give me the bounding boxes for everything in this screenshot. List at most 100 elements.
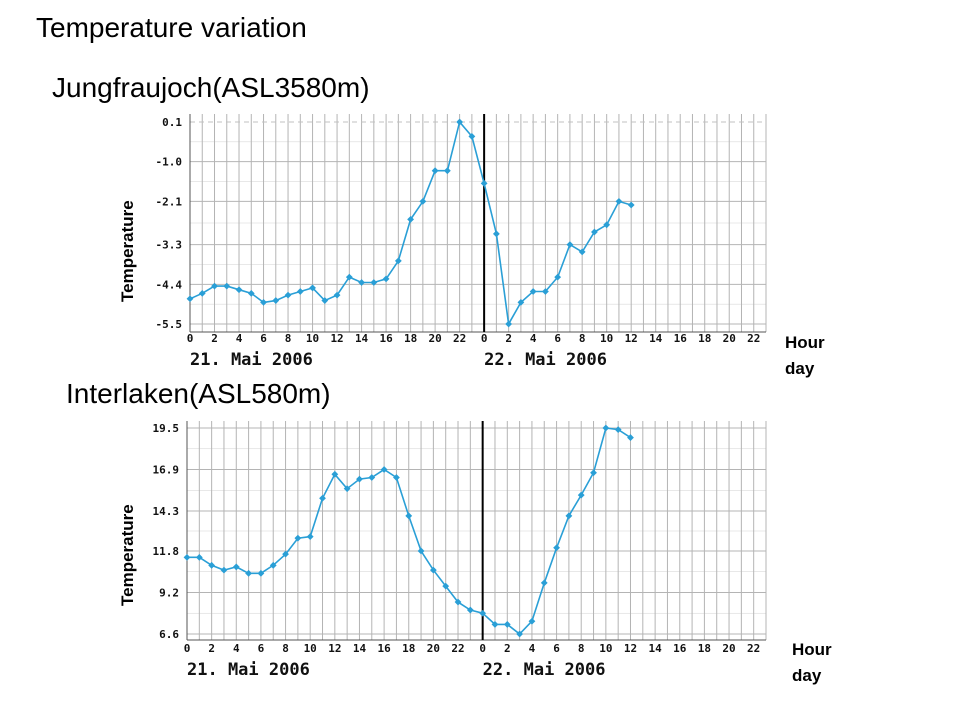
x-tick-label-interlaken: 22: [451, 642, 464, 655]
x-tick-label-interlaken: 8: [578, 642, 585, 655]
x-unit-label-jungfraujoch: Hour day: [785, 330, 825, 382]
data-point-jungfraujoch: [627, 201, 635, 209]
data-point-interlaken: [319, 494, 326, 502]
x-tick-label-jungfraujoch: 20: [428, 332, 441, 345]
x-tick-label-interlaken: 6: [553, 642, 560, 655]
data-point-interlaken: [343, 485, 351, 493]
data-point-interlaken: [368, 474, 376, 481]
x-tick-label-jungfraujoch: 16: [379, 332, 393, 345]
x-unit-label-interlaken: Hour day: [792, 637, 832, 689]
date-label-interlaken: 22. Mai 2006: [483, 660, 606, 680]
data-point-jungfraujoch: [284, 291, 292, 299]
x-tick-label-jungfraujoch: 12: [330, 332, 343, 345]
data-point-jungfraujoch: [542, 288, 549, 295]
x-tick-label-jungfraujoch: 6: [554, 332, 561, 345]
data-point-interlaken: [454, 598, 462, 606]
data-point-jungfraujoch: [615, 197, 623, 205]
x-tick-label-jungfraujoch: 20: [723, 332, 736, 345]
data-point-jungfraujoch: [358, 279, 365, 286]
chart-title-interlaken: Interlaken(ASL580m): [66, 378, 331, 409]
data-point-jungfraujoch: [260, 298, 267, 306]
x-tick-label-interlaken: 6: [258, 642, 265, 655]
x-tick-label-interlaken: 2: [208, 642, 215, 655]
data-point-interlaken: [553, 544, 560, 552]
data-point-interlaken: [528, 617, 536, 625]
data-point-jungfraujoch: [272, 297, 280, 304]
data-point-jungfraujoch: [603, 221, 611, 229]
data-point-interlaken: [442, 582, 450, 590]
x-tick-label-interlaken: 18: [698, 642, 711, 655]
data-point-interlaken: [269, 561, 277, 569]
data-point-interlaken: [491, 621, 499, 628]
y-tick-label-jungfraujoch: -5.5: [156, 318, 183, 331]
x-tick-label-interlaken: 4: [529, 642, 536, 655]
data-point-jungfraujoch: [235, 286, 243, 294]
x-tick-label-interlaken: 10: [599, 642, 612, 655]
data-point-jungfraujoch: [456, 118, 464, 126]
data-point-interlaken: [183, 553, 191, 561]
x-tick-label-interlaken: 16: [673, 642, 687, 655]
x-tick-label-interlaken: 14: [649, 642, 663, 655]
x-tick-label-jungfraujoch: 10: [306, 332, 319, 345]
x-tick-label-jungfraujoch: 18: [404, 332, 417, 345]
data-point-jungfraujoch: [211, 282, 218, 290]
x-tick-label-interlaken: 0: [184, 642, 191, 655]
x-tick-label-jungfraujoch: 16: [674, 332, 688, 345]
data-point-interlaken: [503, 621, 511, 628]
data-point-interlaken: [294, 534, 302, 542]
x-tick-label-jungfraujoch: 8: [579, 332, 586, 345]
x-tick-label-interlaken: 14: [353, 642, 367, 655]
x-tick-label-jungfraujoch: 22: [453, 332, 466, 345]
data-point-jungfraujoch: [345, 273, 353, 281]
data-point-jungfraujoch: [394, 257, 402, 265]
x-tick-label-jungfraujoch: 22: [747, 332, 760, 345]
y-tick-label-interlaken: 6.6: [159, 628, 179, 641]
data-point-interlaken: [417, 547, 425, 555]
data-point-interlaken: [565, 512, 573, 520]
data-point-interlaken: [627, 434, 634, 441]
x-tick-label-jungfraujoch: 10: [600, 332, 613, 345]
x-tick-label-jungfraujoch: 0: [187, 332, 194, 345]
x-tick-label-interlaken: 20: [722, 642, 735, 655]
data-point-jungfraujoch: [321, 297, 329, 304]
data-point-interlaken: [356, 475, 363, 483]
data-point-jungfraujoch: [480, 179, 488, 187]
page-title: Temperature variation: [36, 12, 307, 43]
data-point-jungfraujoch: [419, 197, 427, 205]
y-tick-label-interlaken: 9.2: [159, 586, 179, 599]
x-unit-hour: Hour: [792, 640, 832, 659]
x-tick-label-jungfraujoch: 2: [505, 332, 512, 345]
data-point-interlaken: [516, 630, 524, 638]
data-point-jungfraujoch: [468, 133, 476, 140]
data-point-interlaken: [466, 606, 474, 614]
data-point-jungfraujoch: [382, 275, 390, 283]
x-tick-label-interlaken: 22: [747, 642, 760, 655]
x-tick-label-interlaken: 16: [377, 642, 391, 655]
data-point-interlaken: [232, 563, 240, 571]
y-tick-label-interlaken: 16.9: [153, 464, 180, 477]
x-tick-label-jungfraujoch: 8: [285, 332, 292, 345]
data-point-interlaken: [577, 491, 585, 499]
date-label-jungfraujoch: 22. Mai 2006: [484, 350, 607, 370]
data-point-interlaken: [195, 553, 203, 561]
data-point-interlaken: [220, 566, 228, 574]
data-point-jungfraujoch: [186, 295, 194, 303]
y-tick-label-jungfraujoch: -4.4: [156, 278, 183, 291]
x-tick-label-jungfraujoch: 12: [625, 332, 638, 345]
data-point-jungfraujoch: [591, 228, 598, 236]
x-tick-label-interlaken: 4: [233, 642, 240, 655]
data-point-interlaken: [614, 426, 622, 433]
data-point-jungfraujoch: [370, 279, 378, 286]
y-tick-label-interlaken: 11.8: [153, 545, 180, 558]
data-point-interlaken: [479, 609, 487, 617]
y-tick-label-jungfraujoch: 0.1: [162, 116, 182, 129]
data-point-interlaken: [208, 561, 216, 569]
x-tick-label-interlaken: 8: [282, 642, 289, 655]
data-point-jungfraujoch: [492, 230, 500, 238]
data-point-jungfraujoch: [505, 320, 513, 328]
data-point-interlaken: [245, 569, 252, 577]
data-point-jungfraujoch: [198, 289, 206, 297]
x-tick-label-interlaken: 12: [328, 642, 341, 655]
